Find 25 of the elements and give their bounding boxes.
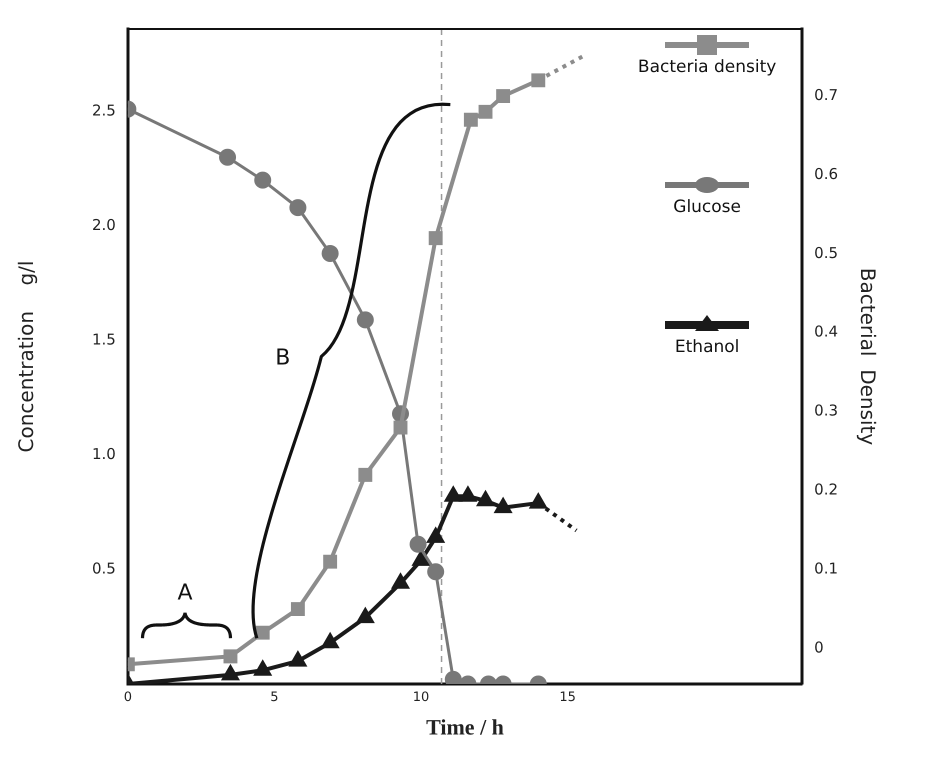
x-tick-label: 10 — [412, 690, 430, 706]
y2-tick-label: 0.2 — [814, 480, 838, 499]
legend-label: Ethanol — [674, 337, 740, 357]
x-tick-label: 15 — [559, 690, 576, 706]
legend-label: Bacteria density — [636, 57, 778, 77]
y2-tick-label: 0.6 — [814, 164, 838, 183]
annotation: B — [275, 346, 290, 370]
y2-tick-label: 0.1 — [814, 559, 838, 578]
y2-tick-label: 0.7 — [814, 86, 838, 104]
y-tick-label: 2.5 — [92, 101, 116, 120]
x-axis-title: Time / h — [426, 714, 504, 740]
y-tick-label: 1.5 — [92, 330, 116, 348]
y-axis-title: Concentration g/l — [14, 260, 38, 452]
x-tick-label: 0 — [124, 690, 132, 706]
y2-tick-label: 0.4 — [814, 322, 838, 341]
y2-tick-label: 0 — [814, 638, 824, 656]
y-tick-label: 2.0 — [92, 216, 116, 234]
x-tick-label: 5 — [270, 690, 279, 706]
y2-axis-title: Bacterial Density — [856, 268, 880, 446]
y2-tick-label: 0.5 — [814, 244, 838, 262]
y-tick-label: 1.0 — [92, 444, 116, 463]
y-tick-label: 0.5 — [92, 559, 116, 578]
legend-label: Glucose — [672, 197, 742, 217]
annotation: A — [177, 580, 193, 606]
y2-tick-label: 0.3 — [814, 402, 838, 420]
